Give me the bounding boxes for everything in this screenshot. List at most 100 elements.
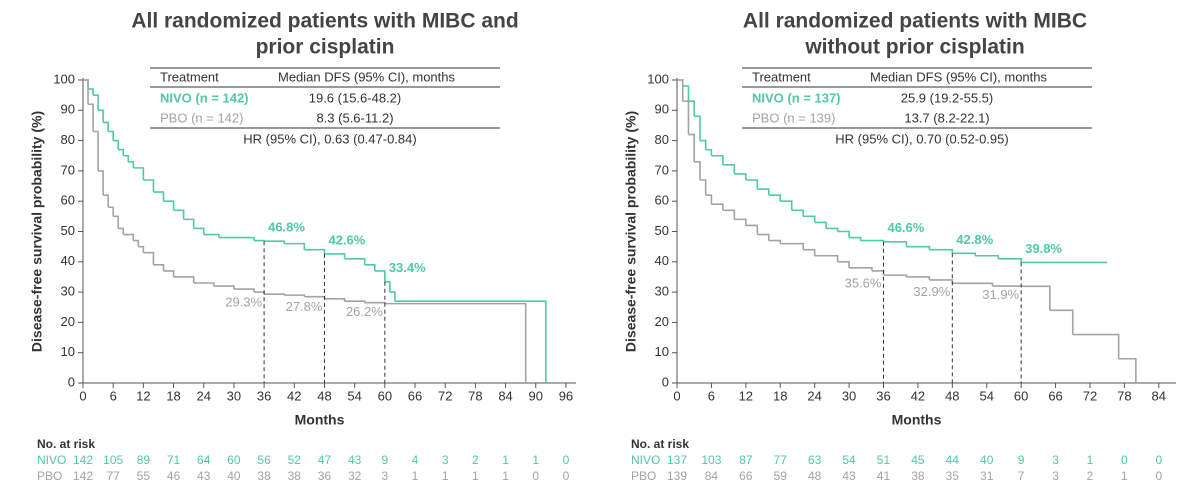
risk-value: 9 (1018, 453, 1025, 467)
table-cell: 19.6 (15.6-48.2) (309, 90, 402, 105)
x-tick-label: 18 (166, 388, 180, 403)
step-segment (883, 275, 906, 277)
table-header: Median DFS (95% CI), months (278, 69, 456, 84)
x-tick-label: 96 (559, 388, 573, 403)
y-tick-label: 20 (61, 314, 75, 329)
x-tick-label: 60 (1014, 388, 1028, 403)
chart-title: All randomized patients with MIBC and (131, 10, 518, 33)
step-segment (711, 156, 722, 165)
x-tick-label: 42 (911, 388, 925, 403)
chart-title: All randomized patients with MIBC (743, 10, 1087, 33)
step-segment (1073, 335, 1119, 359)
risk-value: 137 (667, 453, 687, 467)
risk-value: 38 (288, 469, 302, 483)
risk-value: 1 (532, 453, 539, 467)
x-tick-label: 72 (1083, 388, 1097, 403)
step-segment (746, 180, 757, 189)
step-segment (194, 283, 214, 286)
step-segment (906, 247, 929, 250)
step-segment (792, 210, 803, 216)
step-segment (723, 165, 734, 174)
step-segment (174, 277, 194, 283)
step-segment (706, 195, 712, 204)
step-segment (118, 228, 123, 234)
risk-value: 0 (1155, 469, 1162, 483)
step-segment (385, 282, 390, 292)
risk-value: 43 (348, 453, 362, 467)
step-segment (143, 253, 153, 265)
step-segment (324, 299, 344, 301)
risk-value: 63 (808, 453, 822, 467)
y-tick-label: 10 (61, 344, 75, 359)
risk-row-name: PBO (631, 469, 656, 483)
risk-value: 59 (774, 469, 788, 483)
risk-value: 84 (705, 469, 719, 483)
risk-value: 105 (103, 453, 123, 467)
risk-value: 2 (472, 453, 479, 467)
step-segment (390, 292, 395, 301)
step-segment (108, 207, 113, 216)
x-tick-label: 78 (1117, 388, 1131, 403)
step-segment (683, 101, 689, 134)
risk-value: 1 (1087, 453, 1094, 467)
y-tick-label: 30 (655, 284, 669, 299)
risk-value: 52 (288, 453, 302, 467)
step-segment (952, 253, 975, 255)
risk-value: 54 (842, 453, 856, 467)
step-segment (345, 259, 365, 265)
table-footer: HR (95% CI), 0.70 (0.52-0.95) (835, 131, 1008, 146)
x-tick-label: 36 (257, 388, 271, 403)
step-segment (711, 204, 722, 210)
chart-title: without prior cisplatin (804, 36, 1024, 59)
step-segment (734, 174, 745, 180)
step-segment (1021, 286, 1050, 310)
step-segment (194, 228, 204, 234)
step-segment (906, 277, 929, 280)
step-segment (118, 150, 123, 156)
y-tick-label: 80 (655, 132, 669, 147)
risk-value: 4 (412, 453, 419, 467)
x-tick-label: 66 (408, 388, 422, 403)
step-segment (345, 301, 365, 303)
risk-value: 1 (442, 469, 449, 483)
step-segment (838, 262, 849, 268)
step-segment (219, 238, 254, 241)
risk-value: 77 (774, 453, 788, 467)
x-tick-label: 48 (317, 388, 331, 403)
risk-row-name: NIVO (37, 453, 66, 467)
step-segment (723, 210, 734, 219)
step-segment (734, 219, 745, 225)
step-segment (872, 271, 883, 275)
step-segment (88, 104, 93, 131)
x-tick-label: 30 (227, 388, 241, 403)
step-segment (174, 210, 184, 219)
risk-value: 71 (167, 453, 181, 467)
x-tick-label: 66 (1048, 388, 1062, 403)
y-tick-label: 90 (61, 102, 75, 117)
step-segment (694, 162, 700, 180)
step-segment (803, 250, 814, 256)
risk-title: No. at risk (37, 437, 95, 451)
step-segment (780, 201, 791, 210)
risk-row-name: NIVO (631, 453, 660, 467)
risk-value: 55 (137, 469, 151, 483)
y-tick-label: 40 (61, 253, 75, 268)
y-axis-title: Disease-free survival probability (%) (623, 111, 639, 352)
table-footer: HR (95% CI), 0.63 (0.47-0.84) (243, 131, 416, 146)
x-tick-label: 36 (876, 388, 890, 403)
y-tick-label: 60 (655, 193, 669, 208)
step-segment (385, 304, 526, 383)
y-tick-label: 60 (61, 193, 75, 208)
step-segment (214, 286, 234, 289)
landmark-label: 33.4% (389, 260, 426, 275)
risk-value: 64 (197, 453, 211, 467)
y-tick-label: 0 (68, 374, 75, 389)
step-segment (929, 250, 952, 254)
table-header: Treatment (160, 69, 219, 84)
landmark-label: 27.8% (286, 299, 323, 314)
step-segment (706, 150, 712, 156)
risk-value: 38 (911, 469, 925, 483)
risk-value: 45 (911, 453, 925, 467)
x-tick-label: 18 (773, 388, 787, 403)
